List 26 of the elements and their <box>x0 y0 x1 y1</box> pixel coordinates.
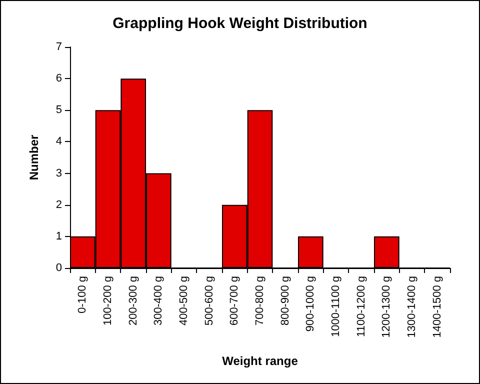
x-tick-label: 1300-1400 g <box>406 276 418 338</box>
y-tick-label: 1 <box>56 230 62 242</box>
x-tick-label: 900-1000 g <box>304 276 317 332</box>
x-tick-label: 1000-1100 g <box>330 276 342 337</box>
x-tick-label: 500-600 g <box>203 276 216 326</box>
x-tick-label: 300-400 g <box>152 276 165 326</box>
x-tick-label: 0-100 g <box>76 276 89 314</box>
x-tick-label: 1200-1300 g <box>380 276 393 338</box>
y-tick-label: 0 <box>56 262 62 274</box>
x-tick-label: 400-500 g <box>178 276 190 326</box>
y-tick-label: 5 <box>56 104 62 116</box>
x-axis-title: Weight range <box>222 354 298 368</box>
y-tick-label: 3 <box>56 167 62 180</box>
x-tick-label: 200-300 g <box>127 276 140 326</box>
x-tick-label: 100-200 g <box>102 276 114 326</box>
x-tick-label: 800-900 g <box>279 276 292 326</box>
x-tick-label: 700-800 g <box>254 276 266 326</box>
x-tick-label: 1400-1500 g <box>431 276 444 338</box>
y-tick-label: 6 <box>56 72 62 85</box>
y-tick-label: 2 <box>56 198 62 211</box>
y-axis-title: Number <box>27 134 41 180</box>
x-tick-label: 600-700 g <box>228 276 241 326</box>
chart-title: Grappling Hook Weight Distribution <box>112 15 368 32</box>
y-tick-label: 4 <box>56 136 62 148</box>
y-tick-label: 7 <box>56 41 62 53</box>
x-tick-label: 1100-1200 g <box>355 276 368 337</box>
